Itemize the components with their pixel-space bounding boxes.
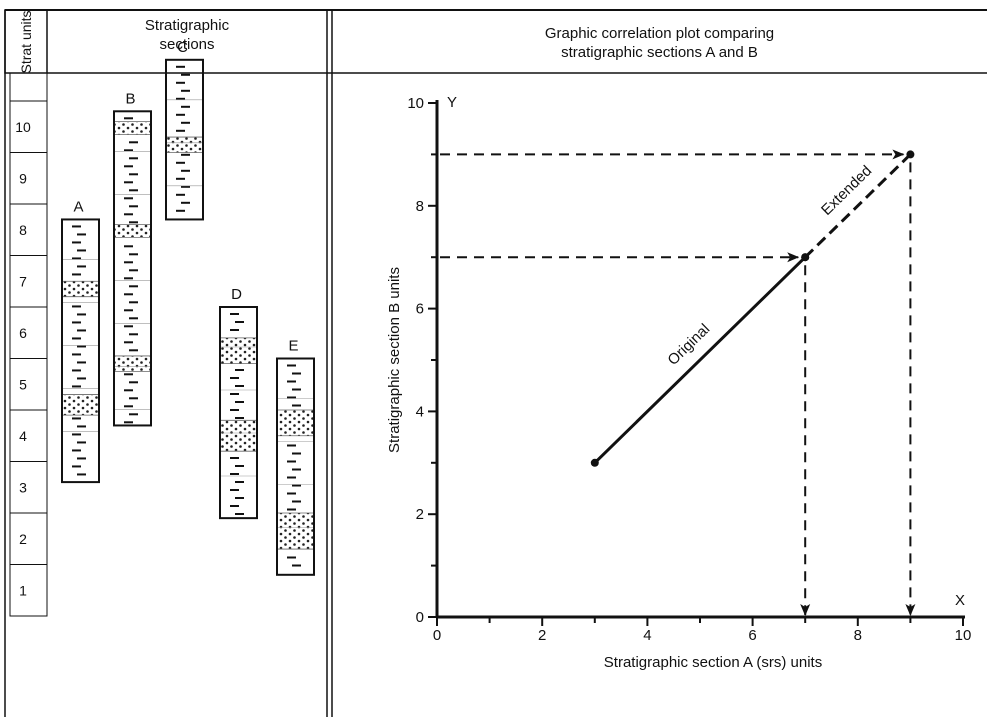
strat-unit-column: 10 9 8 7 6 5 4 3 2 1 — [4, 9, 48, 617]
y-tick-label: 10 — [407, 95, 424, 112]
sections-header-line1: Stratigraphic — [144, 17, 230, 34]
y-tick-label: 8 — [416, 198, 424, 215]
strat-unit-cell — [9, 409, 48, 462]
series-labels: Original Extended — [664, 162, 875, 369]
x-tick-label: 2 — [538, 627, 546, 644]
data-point — [590, 458, 599, 467]
sandstone-band — [220, 337, 257, 364]
strat-unit-spacer — [9, 72, 48, 102]
y-axis-title: Stratigraphic section B units — [386, 267, 403, 453]
section-column-a: A — [61, 198, 100, 484]
strat-unit-cell — [9, 564, 48, 617]
y-tick-label: 6 — [416, 301, 424, 318]
series-line-original — [593, 256, 807, 464]
series-line-extended — [804, 153, 912, 259]
strat-unit-cell — [9, 255, 48, 308]
section-outline — [165, 58, 204, 221]
x-axis-letter: X — [955, 592, 965, 609]
x-tick-label: 10 — [955, 627, 972, 644]
strat-unit-label: 8 — [19, 222, 27, 238]
series-lines — [590, 150, 915, 467]
section-label: A — [73, 198, 83, 215]
x-tick-label: 4 — [643, 627, 651, 644]
projection-lines — [440, 149, 916, 616]
strat-unit-label: 10 — [15, 119, 31, 135]
section-label: B — [125, 90, 135, 107]
section-outline — [219, 306, 258, 520]
x-tick-label: 6 — [748, 627, 756, 644]
series-label-extended: Extended — [818, 162, 875, 218]
section-column-d: D — [219, 286, 258, 520]
strat-unit-cell — [9, 358, 48, 411]
sandstone-band — [114, 355, 151, 372]
section-outline — [113, 110, 152, 427]
strat-unit-label: 6 — [19, 325, 27, 341]
strat-unit-cell — [9, 512, 48, 565]
strat-unit-cell — [9, 461, 48, 514]
strat-unit-label: 3 — [19, 479, 27, 495]
x-axis-title: Stratigraphic section A (srs) units — [604, 654, 822, 671]
strat-unit-cell — [9, 306, 48, 359]
section-column-c: C — [165, 39, 204, 221]
y-axis-letter: Y — [447, 94, 457, 111]
section-label: C — [177, 39, 188, 56]
data-point — [906, 150, 915, 159]
axis-ticks: 0 2 4 6 8 10 0 2 4 6 8 10 — [407, 95, 971, 644]
sandstone-band — [166, 137, 203, 153]
data-point — [801, 253, 810, 262]
sandstone-band — [277, 513, 314, 550]
section-column-b: B — [113, 90, 152, 427]
series-label-original: Original — [664, 321, 713, 369]
y-tick-label: 4 — [416, 403, 424, 420]
sandstone-band — [62, 394, 99, 416]
strat-units-header-text: Strat units — [18, 10, 34, 73]
stratigraphic-columns: A B C D E — [61, 39, 315, 576]
strat-unit-label: 5 — [19, 376, 27, 392]
strat-unit-cell — [9, 152, 48, 205]
sandstone-band — [277, 410, 314, 436]
frame — [4, 9, 987, 717]
y-tick-label: 2 — [416, 506, 424, 523]
section-label: E — [288, 338, 298, 355]
y-tick-label: 0 — [416, 609, 424, 626]
strat-unit-label: 9 — [19, 170, 27, 186]
strat-unit-label: 1 — [19, 582, 27, 598]
correlation-plot: 0 2 4 6 8 10 0 2 4 6 8 10 Original Extended Y X Stra… — [386, 94, 971, 671]
plot-header: Graphic correlation plot comparing strat… — [332, 24, 987, 62]
x-tick-label: 8 — [854, 627, 862, 644]
sections-header-line2: sections — [159, 36, 215, 53]
sandstone-band — [114, 121, 151, 135]
strat-unit-label: 2 — [19, 531, 27, 547]
plot-header-line1: Graphic correlation plot comparing — [544, 25, 775, 42]
strat-units-header: Strat units — [18, 10, 34, 73]
sandstone-band — [220, 420, 257, 452]
strat-unit-cell — [9, 203, 48, 256]
section-outline — [61, 218, 100, 484]
sections-header: Stratigraphic sections — [47, 16, 327, 54]
sandstone-band — [62, 281, 99, 297]
plot-header-line2: stratigraphic sections A and B — [561, 44, 758, 61]
strat-unit-label: 4 — [19, 428, 27, 444]
sandstone-band — [114, 224, 151, 238]
section-column-e: E — [276, 338, 315, 576]
strat-unit-label: 7 — [19, 273, 27, 289]
x-tick-label: 0 — [433, 627, 441, 644]
section-outline — [276, 357, 315, 576]
section-label: D — [231, 286, 242, 303]
